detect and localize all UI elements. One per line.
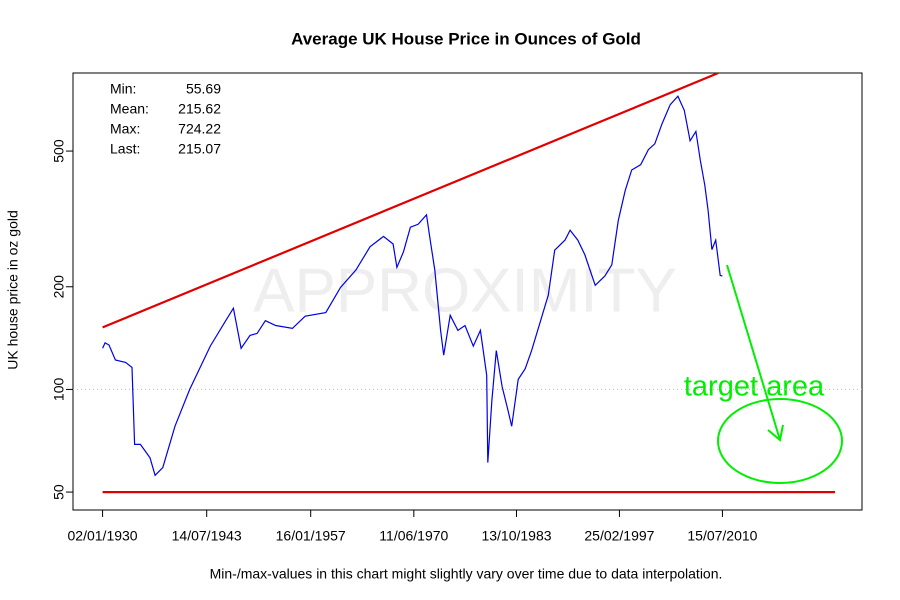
stat-label: Min: <box>110 81 136 97</box>
arrow-head <box>767 424 784 442</box>
x-tick-label: 02/01/1930 <box>68 528 138 544</box>
annotation: target area <box>684 371 825 403</box>
chart-title: Average UK House Price in Ounces of Gold <box>291 29 641 48</box>
target-ellipse <box>717 398 843 484</box>
y-tick-label: 100 <box>51 378 67 402</box>
watermark: APPROXIMITY <box>253 256 677 325</box>
x-tick-label: 15/07/2010 <box>687 528 757 544</box>
y-tick-label: 200 <box>51 275 67 299</box>
price-line <box>102 95 723 477</box>
stat-label: Max: <box>110 121 140 137</box>
stat-value: 724.22 <box>178 121 221 137</box>
stat-label: Mean: <box>110 101 149 117</box>
trend-line <box>102 73 719 329</box>
x-tick-label: 11/06/1970 <box>379 528 448 544</box>
arrow-shaft <box>726 264 781 441</box>
stat-label: Last: <box>110 141 140 157</box>
y-tick-label: 50 <box>51 484 67 500</box>
stat-value: 215.07 <box>178 141 221 157</box>
y-axis-label: UK house price in oz gold <box>5 210 21 370</box>
stat-value: 55.69 <box>186 81 221 97</box>
plot-frame <box>72 72 863 511</box>
x-tick-label: 25/02/1997 <box>584 528 654 544</box>
x-tick-label: 16/01/1957 <box>276 528 346 544</box>
stat-value: 215.62 <box>178 101 221 117</box>
footnote: Min-/max-values in this chart might slig… <box>210 566 723 582</box>
x-tick-label: 14/07/1943 <box>172 528 242 544</box>
x-tick-label: 13/10/1983 <box>481 528 551 544</box>
y-tick-label: 500 <box>51 139 67 163</box>
